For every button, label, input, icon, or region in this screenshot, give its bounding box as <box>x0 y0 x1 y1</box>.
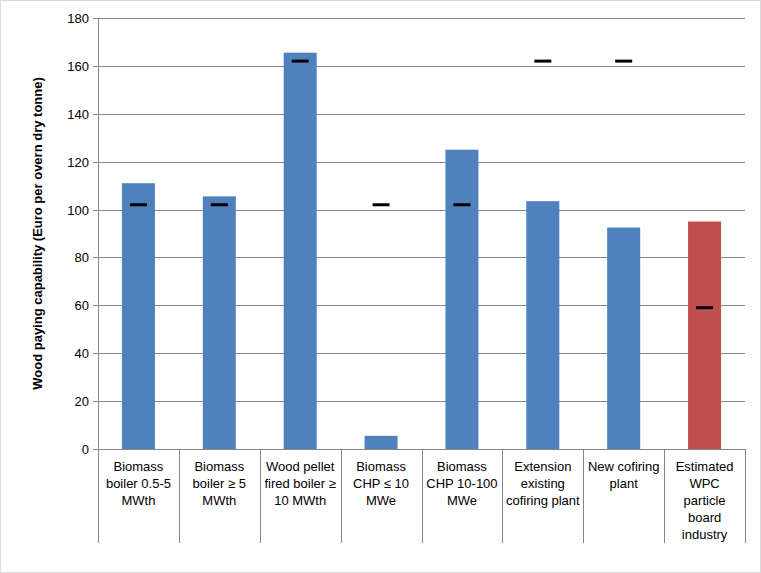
category-separator <box>664 449 665 543</box>
x-tick-label-line: Estimated <box>676 459 734 474</box>
x-tick-label: Biomass CHP ≤ 10 MWe <box>353 459 409 508</box>
bar <box>284 53 317 449</box>
dash-marker <box>292 60 309 63</box>
x-tick-label-line: plant <box>610 476 639 491</box>
y-tick-label: 20 <box>75 394 89 409</box>
x-tick-label-line: CHP ≤ 10 <box>353 476 409 491</box>
grid-line <box>98 305 745 306</box>
x-tick-label: Estimated WPC particle board industry <box>676 459 734 542</box>
category-separator <box>98 449 99 543</box>
grid-line <box>98 210 745 211</box>
y-tick <box>93 449 98 450</box>
y-tick-label: 0 <box>82 442 89 457</box>
bar <box>365 436 398 449</box>
x-tick-label: Wood pellet fired boiler ≥ 10 MWth <box>264 459 335 508</box>
marks <box>122 53 721 449</box>
x-tick-label-line: Extension <box>514 459 571 474</box>
y-tick <box>93 114 98 115</box>
x-tick-label-line: industry <box>682 527 728 542</box>
grid-line <box>98 66 745 67</box>
x-tick-label-line: Biomass <box>114 459 164 474</box>
dash-marker <box>696 306 713 309</box>
y-tick <box>93 66 98 67</box>
category-separator <box>179 449 180 543</box>
grid-line <box>98 162 745 163</box>
category-separator <box>583 449 584 543</box>
x-tick-label-line: MWth <box>121 493 155 508</box>
x-tick-label: Biomass boiler 0.5-5 MWth <box>106 459 171 508</box>
x-tick-label-line: cofiring plant <box>506 493 580 508</box>
dash-marker <box>453 203 470 206</box>
y-tick <box>93 18 98 19</box>
x-tick-label-line: boiler 0.5-5 <box>106 476 171 491</box>
y-tick-label: 140 <box>67 107 89 122</box>
bar <box>688 222 721 449</box>
x-tick-label-line: MWe <box>447 493 477 508</box>
grid-line <box>98 114 745 115</box>
bar <box>203 196 236 449</box>
y-tick-label: 160 <box>67 59 89 74</box>
x-tick-label-line: Wood pellet <box>266 459 335 474</box>
bar <box>526 201 559 449</box>
bar <box>445 150 478 449</box>
y-tick <box>93 353 98 354</box>
x-tick-label-line: fired boiler ≥ <box>264 476 335 491</box>
category-separator <box>745 449 746 543</box>
y-axis-label: Wood paying capability (Euro per overn d… <box>30 77 45 390</box>
chart-svg: 0 20 40 60 80 100 120 140 160 180 Wood paying capa… <box>0 0 761 573</box>
x-tick-label-line: Biomass <box>437 459 487 474</box>
x-tick-label-line: CHP 10-100 <box>426 476 497 491</box>
x-tick-label-line: 10 MWth <box>274 493 326 508</box>
y-tick <box>93 210 98 211</box>
y-tick-label: 180 <box>67 11 89 26</box>
grid-line <box>98 18 745 19</box>
x-tick-label-line: boiler ≥ 5 <box>193 476 246 491</box>
y-tick <box>93 162 98 163</box>
dash-marker <box>534 60 551 63</box>
x-tick-label-line: particle <box>684 493 726 508</box>
y-tick-label: 100 <box>67 203 89 218</box>
x-tick-label-line: existing <box>521 476 565 491</box>
x-tick-label: Biomass CHP 10-100 MWe <box>426 459 497 508</box>
y-tick-label: 80 <box>75 250 89 265</box>
x-tick-label-line: MWth <box>202 493 236 508</box>
category-separator <box>341 449 342 543</box>
dash-marker <box>211 203 228 206</box>
x-tick-label-line: New cofiring <box>588 459 660 474</box>
x-tick-label-line: WPC <box>689 476 719 491</box>
category-separator <box>422 449 423 543</box>
bar <box>607 228 640 449</box>
chart-background <box>1 1 761 573</box>
x-tick-label-line: board <box>688 510 721 525</box>
chart-container: 0 20 40 60 80 100 120 140 160 180 Wood paying capa… <box>0 0 761 573</box>
grid-line <box>98 449 745 450</box>
grid-line <box>98 401 745 402</box>
y-tick-label: 60 <box>75 298 89 313</box>
x-tick-label-line: Biomass <box>194 459 244 474</box>
dash-marker <box>130 203 147 206</box>
x-tick-label: New cofiring plant <box>588 459 660 491</box>
x-tick-label: Biomass boiler ≥ 5 MWth <box>193 459 246 508</box>
y-tick <box>93 401 98 402</box>
x-axis-line <box>98 449 745 450</box>
category-separator <box>260 449 261 543</box>
grid-line <box>98 257 745 258</box>
x-tick-label-line: MWe <box>366 493 396 508</box>
dash-marker <box>615 60 632 63</box>
y-tick <box>93 305 98 306</box>
grid-line <box>98 353 745 354</box>
y-tick-label: 120 <box>67 155 89 170</box>
x-tick-label-line: Biomass <box>356 459 406 474</box>
bar <box>122 183 155 449</box>
x-tick-label: Extension existing cofiring plant <box>506 459 580 508</box>
category-separator <box>502 449 503 543</box>
y-tick-label: 40 <box>75 346 89 361</box>
y-tick <box>93 257 98 258</box>
dash-marker <box>373 203 390 206</box>
y-axis-line <box>98 18 99 449</box>
